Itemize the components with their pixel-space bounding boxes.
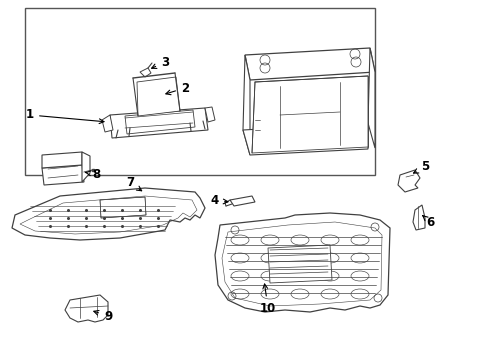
Polygon shape bbox=[125, 110, 195, 134]
Bar bbox=[25, 8, 375, 175]
Text: 7: 7 bbox=[126, 176, 142, 191]
Polygon shape bbox=[230, 196, 255, 206]
Polygon shape bbox=[398, 170, 420, 192]
Text: 9: 9 bbox=[94, 310, 112, 323]
Text: 2: 2 bbox=[166, 81, 189, 95]
Polygon shape bbox=[205, 107, 215, 122]
Polygon shape bbox=[268, 245, 332, 283]
Polygon shape bbox=[140, 68, 151, 77]
Text: 6: 6 bbox=[423, 216, 434, 229]
Text: 5: 5 bbox=[414, 161, 429, 174]
Polygon shape bbox=[252, 76, 368, 153]
Polygon shape bbox=[65, 295, 108, 322]
Polygon shape bbox=[100, 197, 146, 218]
Polygon shape bbox=[110, 108, 208, 138]
Text: 4: 4 bbox=[211, 194, 228, 207]
Polygon shape bbox=[243, 123, 368, 155]
Text: 8: 8 bbox=[86, 167, 100, 180]
Polygon shape bbox=[82, 152, 90, 182]
Polygon shape bbox=[42, 165, 84, 185]
Polygon shape bbox=[413, 205, 425, 230]
Polygon shape bbox=[243, 55, 250, 155]
Polygon shape bbox=[245, 48, 375, 80]
Polygon shape bbox=[42, 152, 82, 168]
Polygon shape bbox=[137, 77, 180, 116]
Polygon shape bbox=[215, 213, 390, 312]
Text: 3: 3 bbox=[151, 55, 169, 68]
Text: 10: 10 bbox=[260, 284, 276, 315]
Text: 1: 1 bbox=[26, 108, 104, 123]
Polygon shape bbox=[368, 48, 375, 148]
Polygon shape bbox=[12, 188, 205, 240]
Polygon shape bbox=[102, 115, 113, 132]
